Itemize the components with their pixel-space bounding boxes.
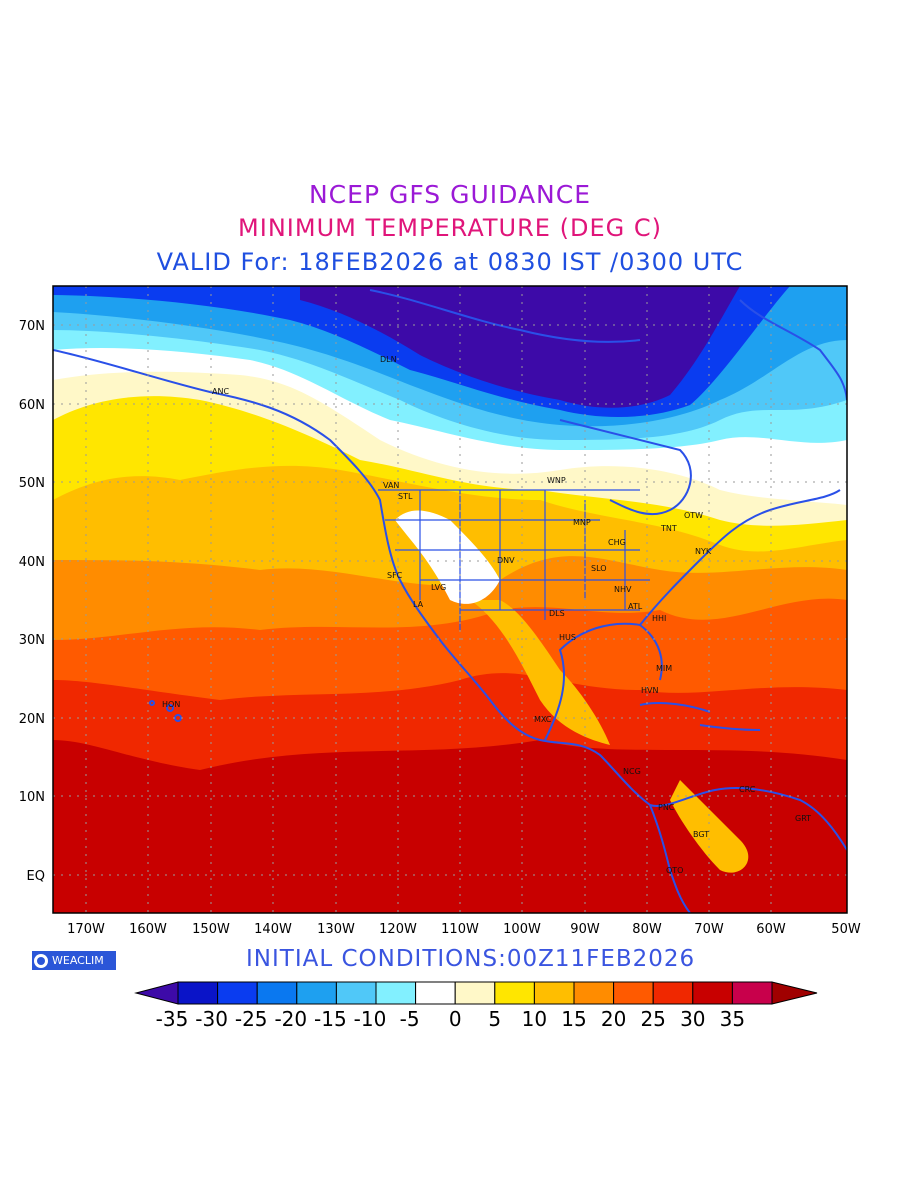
- lon-label: 110W: [441, 922, 479, 937]
- colorbar-swatch: [335, 981, 377, 1005]
- lat-label: 70N: [19, 319, 45, 334]
- lat-label: EQ: [27, 869, 45, 884]
- colorbar-tick-label: -20: [274, 1007, 308, 1031]
- lat-label: 60N: [19, 398, 45, 413]
- colorbar-tick-label: -35: [155, 1007, 189, 1031]
- city-label: HON: [162, 700, 180, 709]
- map-frame: [52, 285, 848, 914]
- valid-time: VALID For: 18FEB2026 at 0830 IST /0300 U…: [156, 248, 744, 276]
- colorbar-swatch: [454, 981, 496, 1005]
- city-label: WNP: [547, 476, 566, 485]
- city-label: HUS: [559, 633, 576, 642]
- lon-label: 170W: [67, 922, 105, 937]
- colorbar-low-cap: [134, 981, 179, 1005]
- longitude-labels: 170W 160W 150W 140W 130W 120W 110W 100W …: [67, 922, 861, 937]
- city-label: CHG: [608, 538, 626, 547]
- lon-label: 100W: [503, 922, 541, 937]
- map-field: [53, 286, 847, 913]
- city-label: MIM: [656, 664, 672, 673]
- lon-label: 90W: [570, 922, 600, 937]
- badge-label: WEACLIM: [52, 954, 104, 967]
- city-label: LA: [413, 600, 424, 609]
- city-label: DNV: [497, 556, 515, 565]
- city-labels: DLN ANC VAN STL WNP MNP OTW TNT CHG NYK …: [162, 355, 811, 875]
- colorbar-swatch: [415, 981, 456, 1005]
- city-label: OTW: [684, 511, 703, 520]
- colorbar-swatch: [296, 981, 337, 1005]
- colorbar-tick-label: 25: [640, 1007, 666, 1031]
- city-label: CRC: [739, 785, 756, 794]
- weaclim-badge[interactable]: WEACLIM: [32, 951, 116, 970]
- city-label: VAN: [383, 481, 399, 490]
- lat-label: 10N: [19, 790, 45, 805]
- lon-label: 150W: [192, 922, 230, 937]
- lon-label: 70W: [694, 922, 724, 937]
- chart-title: NCEP GFS GUIDANCE: [308, 180, 591, 209]
- lat-label: 20N: [19, 712, 45, 727]
- city-label: MXC: [534, 715, 552, 724]
- colorbar-tick-label: -15: [314, 1007, 347, 1031]
- city-label: LVG: [431, 583, 446, 592]
- colorbar-tick-label: 0: [448, 1007, 462, 1031]
- colorbar-tick-label: 20: [600, 1007, 627, 1031]
- chart-subtitle: MINIMUM TEMPERATURE (DEG C): [238, 214, 662, 242]
- lat-label: 30N: [19, 633, 45, 648]
- colorbar-swatch: [177, 981, 219, 1005]
- city-label: NHV: [614, 585, 632, 594]
- city-label: BGT: [693, 830, 709, 839]
- lon-label: 80W: [632, 922, 662, 937]
- city-label: TNT: [660, 524, 677, 533]
- colorbar-tick-label: -25: [234, 1007, 268, 1031]
- city-label: STL: [398, 492, 413, 501]
- colorbar-tick-label: 5: [488, 1007, 502, 1031]
- city-label: DLN: [380, 355, 397, 364]
- colorbar-swatch: [692, 981, 733, 1005]
- lat-label: 40N: [19, 555, 45, 570]
- city-label: NYK: [695, 547, 712, 556]
- weaclim-logo-icon: [34, 953, 48, 968]
- lon-label: 50W: [831, 922, 861, 937]
- city-label: SFC: [387, 571, 403, 580]
- city-label: SLO: [591, 564, 607, 573]
- initial-conditions: INITIAL CONDITIONS:00Z11FEB2026: [246, 946, 696, 972]
- colorbar-swatch: [613, 981, 654, 1005]
- colorbar-tick-label: 15: [561, 1007, 587, 1031]
- colorbar-swatch: [652, 981, 694, 1005]
- colorbar-labels: -35 -30 -25 -20 -15 -10 -5 0 5 10 15 20 25 30 35: [0, 1007, 900, 1033]
- city-label: HVN: [641, 686, 658, 695]
- colorbar-tick-label: -5: [399, 1007, 420, 1031]
- colorbar-swatch: [217, 981, 258, 1005]
- city-label: NCG: [623, 767, 641, 776]
- colorbar-tick-label: 35: [719, 1007, 746, 1031]
- colorbar-tick-label: 30: [680, 1007, 706, 1031]
- city-label: DLS: [549, 609, 565, 618]
- colorbar-swatch: [731, 981, 773, 1005]
- city-label: ANC: [212, 387, 229, 396]
- city-label: ATL: [628, 602, 643, 611]
- city-label: MNP: [573, 518, 591, 527]
- lon-label: 120W: [379, 922, 417, 937]
- colorbar-high-cap: [771, 981, 818, 1005]
- colorbar-swatch: [533, 981, 575, 1005]
- lon-label: 160W: [129, 922, 167, 937]
- colorbar: [134, 981, 818, 1005]
- city-label: HHI: [652, 614, 666, 623]
- latitude-labels: 70N 60N 50N 40N 30N 20N 10N EQ: [19, 319, 45, 884]
- lon-label: 130W: [317, 922, 355, 937]
- colorbar-tick-label: -10: [353, 1007, 387, 1031]
- city-label: GRT: [795, 814, 811, 823]
- colorbar-tick-label: -30: [195, 1007, 228, 1031]
- colorbar-tick-label: 10: [521, 1007, 548, 1031]
- colorbar-swatch: [573, 981, 615, 1005]
- lat-label: 50N: [19, 476, 45, 491]
- colorbar-swatch: [494, 981, 535, 1005]
- city-label: QTO: [666, 866, 683, 875]
- colorbar-swatch: [375, 981, 417, 1005]
- colorbar-swatch: [256, 981, 298, 1005]
- lon-label: 60W: [756, 922, 786, 937]
- lon-label: 140W: [254, 922, 292, 937]
- city-label: PNC: [658, 803, 675, 812]
